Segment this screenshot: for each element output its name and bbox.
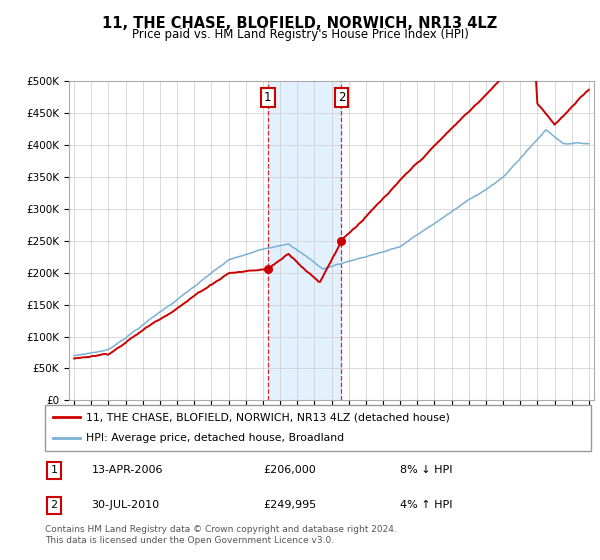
Text: 1: 1 xyxy=(50,465,58,475)
Text: 1: 1 xyxy=(264,91,272,104)
Text: 2: 2 xyxy=(50,501,58,510)
Text: 2: 2 xyxy=(338,91,345,104)
Text: 11, THE CHASE, BLOFIELD, NORWICH, NR13 4LZ: 11, THE CHASE, BLOFIELD, NORWICH, NR13 4… xyxy=(103,16,497,31)
Bar xyxy=(268,81,341,400)
Text: 11, THE CHASE, BLOFIELD, NORWICH, NR13 4LZ (detached house): 11, THE CHASE, BLOFIELD, NORWICH, NR13 4… xyxy=(86,412,450,422)
Text: £249,995: £249,995 xyxy=(263,501,317,510)
Text: 30-JUL-2010: 30-JUL-2010 xyxy=(91,501,160,510)
Text: HPI: Average price, detached house, Broadland: HPI: Average price, detached house, Broa… xyxy=(86,433,344,444)
Text: Price paid vs. HM Land Registry's House Price Index (HPI): Price paid vs. HM Land Registry's House … xyxy=(131,28,469,41)
FancyBboxPatch shape xyxy=(45,405,591,451)
Text: 4% ↑ HPI: 4% ↑ HPI xyxy=(400,501,452,510)
Text: £206,000: £206,000 xyxy=(263,465,316,475)
Text: 8% ↓ HPI: 8% ↓ HPI xyxy=(400,465,452,475)
Text: Contains HM Land Registry data © Crown copyright and database right 2024.
This d: Contains HM Land Registry data © Crown c… xyxy=(45,525,397,545)
Text: 13-APR-2006: 13-APR-2006 xyxy=(91,465,163,475)
